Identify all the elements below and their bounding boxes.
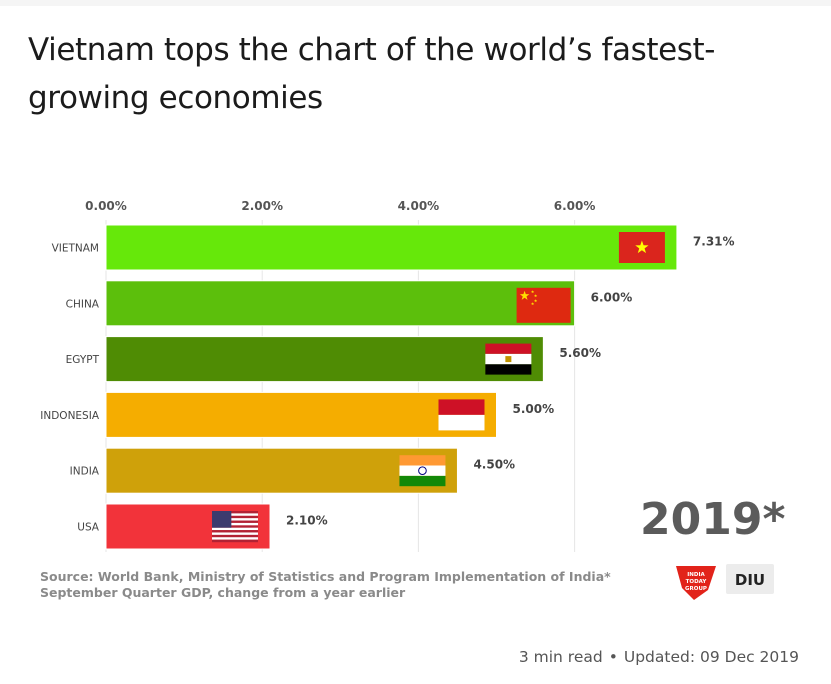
value-label: 6.00%	[591, 290, 633, 304]
year-stamp: 2019*	[640, 494, 786, 545]
bar	[105, 391, 497, 438]
india-today-logo: INDIA TODAY GROUP	[676, 566, 716, 600]
flag-stripe	[212, 532, 259, 536]
flag-stripe	[212, 520, 259, 524]
flag-stripe	[485, 364, 532, 375]
value-label: 5.00%	[513, 402, 555, 416]
value-label: 5.60%	[559, 346, 601, 360]
svg-text:INDIA: INDIA	[687, 572, 705, 578]
value-label: 4.50%	[473, 458, 515, 472]
chart-figure[interactable]: 0.00% 2.00% 4.00% 6.00% VIETNAM 7.31% CHINA 6.0…	[40, 180, 786, 604]
flag-stripe	[485, 343, 532, 354]
publisher-logos: INDIA TODAY GROUP DIU	[676, 564, 774, 600]
svg-text:GROUP: GROUP	[685, 586, 707, 592]
indonesia-flag	[438, 399, 485, 431]
updated-date: Updated: 09 Dec 2019	[623, 648, 799, 666]
y-category-label: EGYPT	[66, 354, 100, 366]
flag-stripe	[212, 525, 259, 528]
flag-star	[533, 299, 538, 303]
flag-stripe	[212, 522, 259, 526]
bar	[105, 224, 678, 271]
x-tick-label: 6.00%	[554, 199, 596, 213]
chart-source: Source: World Bank, Ministry of Statisti…	[40, 569, 680, 601]
svg-text:DIU: DIU	[735, 571, 765, 589]
flag-stripe	[399, 475, 446, 487]
flag-chakra	[418, 466, 427, 476]
x-tick-label: 4.00%	[398, 199, 440, 213]
bar	[105, 447, 458, 494]
flag-stripe	[212, 513, 259, 516]
y-category-label: CHINA	[66, 298, 100, 310]
flag-star	[530, 302, 535, 306]
flag-stripe	[438, 414, 485, 431]
source-line-2: September Quarter GDP, change from a yea…	[40, 585, 406, 600]
flag-stripe	[212, 511, 259, 514]
china-flag	[516, 287, 571, 323]
bar	[105, 336, 544, 383]
flag-stripe	[212, 537, 259, 540]
flag-star	[533, 294, 538, 298]
flag-star	[519, 290, 530, 300]
top-strip	[0, 0, 831, 6]
flag-stripe	[212, 534, 259, 538]
flag-star	[530, 290, 535, 294]
source-line-1: Source: World Bank, Ministry of Statisti…	[40, 569, 611, 584]
y-category-label: USA	[77, 522, 100, 534]
bar-chart: 0.00% 2.00% 4.00% 6.00% VIETNAM 7.31% CHINA 6.0…	[40, 199, 735, 552]
flag-stripe	[399, 465, 446, 476]
y-category-label: INDONESIA	[40, 410, 100, 422]
value-label: 7.31%	[693, 235, 735, 249]
article-meta: 3 min read • Updated: 09 Dec 2019	[519, 648, 799, 666]
flag-canton	[212, 511, 232, 528]
flag-stripe	[212, 530, 259, 533]
flag-stripe	[212, 518, 259, 521]
flag-emblem	[505, 356, 512, 363]
y-category-label: VIETNAM	[52, 243, 99, 255]
x-tick-label: 2.00%	[241, 199, 283, 213]
meta-separator: •	[608, 648, 618, 666]
article-headline: Vietnam tops the chart of the world’s fa…	[28, 32, 716, 116]
value-label: 2.10%	[286, 514, 328, 528]
flag-stripe	[212, 539, 259, 543]
x-tick-label: 0.00%	[85, 199, 127, 213]
flag-star	[635, 240, 649, 254]
y-category-label: INDIA	[70, 466, 100, 478]
flag-stripe	[212, 527, 259, 531]
flag-field	[516, 287, 571, 323]
egypt-flag	[485, 343, 532, 375]
india-flag	[399, 455, 446, 487]
bar	[105, 280, 576, 327]
svg-text:TODAY: TODAY	[686, 579, 708, 585]
diu-logo: DIU	[726, 564, 774, 594]
flag-stripe	[438, 399, 485, 415]
read-time: 3 min read	[518, 648, 603, 666]
flag-stripe	[212, 515, 259, 519]
vietnam-flag	[618, 232, 665, 263]
usa-flag	[212, 511, 259, 543]
flag-stripe	[399, 455, 446, 466]
